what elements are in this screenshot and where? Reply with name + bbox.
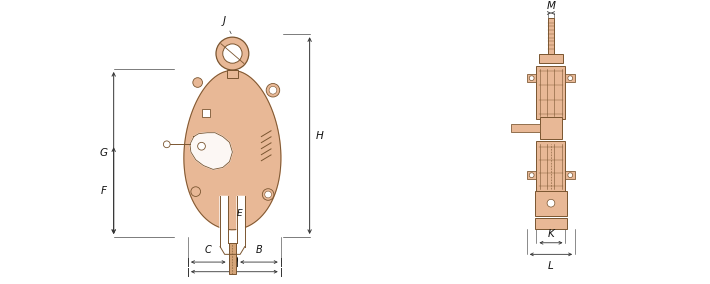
Text: E: E — [236, 209, 242, 218]
Circle shape — [265, 191, 271, 198]
Bar — [511, 124, 540, 132]
Circle shape — [197, 142, 205, 150]
Bar — [229, 243, 236, 274]
Bar — [535, 218, 567, 229]
Text: J: J — [223, 16, 231, 34]
Bar — [226, 70, 238, 78]
Bar — [548, 18, 554, 54]
Text: A: A — [229, 245, 236, 255]
Circle shape — [163, 141, 170, 148]
Polygon shape — [184, 70, 281, 230]
Bar — [527, 74, 537, 82]
Circle shape — [269, 86, 277, 94]
Circle shape — [216, 37, 248, 70]
Text: F: F — [101, 186, 107, 196]
Text: C: C — [205, 245, 212, 255]
Circle shape — [529, 173, 534, 178]
Bar — [540, 117, 562, 139]
Bar — [537, 141, 565, 192]
Text: M: M — [547, 1, 555, 11]
Circle shape — [262, 189, 274, 200]
Text: B: B — [256, 245, 262, 255]
Text: K: K — [547, 229, 555, 239]
Circle shape — [529, 76, 534, 81]
Bar — [535, 191, 567, 216]
Circle shape — [266, 83, 280, 97]
Bar — [565, 171, 575, 179]
Text: L: L — [548, 261, 554, 271]
Text: H: H — [315, 131, 323, 141]
Circle shape — [568, 76, 573, 81]
Polygon shape — [190, 133, 232, 169]
Bar — [540, 54, 562, 63]
Text: G: G — [100, 148, 108, 158]
Bar — [565, 74, 575, 82]
Bar — [202, 108, 210, 117]
Polygon shape — [220, 197, 245, 254]
Circle shape — [191, 187, 200, 197]
Bar — [537, 66, 565, 119]
Circle shape — [568, 173, 573, 178]
Text: D: D — [231, 256, 238, 266]
Circle shape — [547, 199, 555, 207]
Circle shape — [223, 44, 242, 63]
Bar — [527, 171, 537, 179]
Circle shape — [193, 78, 202, 87]
